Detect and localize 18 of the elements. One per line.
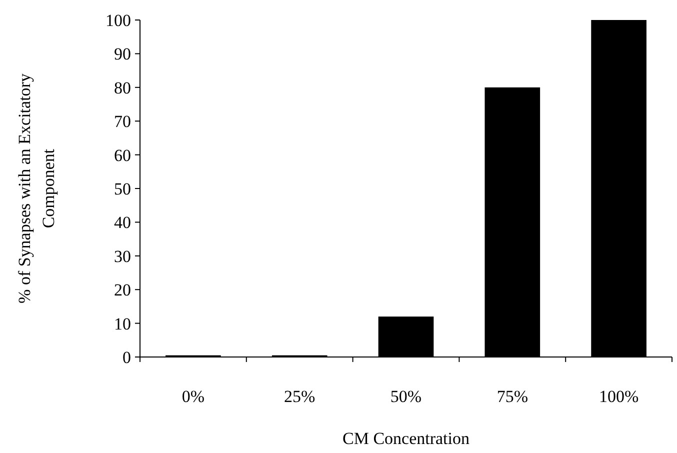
y-tick-label: 60 [114, 146, 131, 165]
y-tick-label: 0 [122, 348, 131, 367]
y-tick-label: 70 [114, 112, 131, 132]
y-tick-label: 50 [114, 179, 131, 198]
y-tick-label: 10 [114, 314, 131, 334]
y-axis-title: % of Synapses with an Excitatory Component [15, 73, 58, 304]
y-tick-label: 90 [114, 44, 131, 64]
y-tick-label: 20 [114, 280, 131, 300]
x-tick-label: 50% [390, 387, 422, 406]
x-tick-label: 25% [284, 387, 316, 406]
x-axis-title: CM Concentration [342, 429, 470, 448]
y-tick-label: 30 [114, 246, 131, 266]
y-tick-label: 100 [106, 10, 131, 30]
x-tick-label: 75% [496, 387, 528, 406]
y-tick-label: 80 [114, 78, 131, 98]
x-tick-label: 100% [598, 387, 639, 406]
y-tick-label: 40 [114, 213, 131, 232]
x-tick-label: 0% [182, 387, 205, 406]
